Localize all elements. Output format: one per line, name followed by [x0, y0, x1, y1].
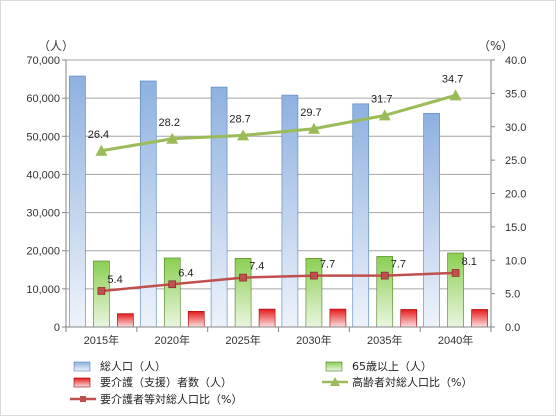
y-left-tick-label: 10,000 — [26, 284, 60, 296]
line-point — [97, 287, 106, 295]
y-right-unit: （%） — [478, 39, 513, 53]
legend-label: 高齢者対総人口比（%） — [352, 375, 472, 389]
series-line — [101, 271, 456, 293]
bar — [400, 309, 418, 328]
x-tick-label: 2040年 — [438, 333, 473, 347]
data-label: 7.4 — [249, 261, 264, 273]
bar — [69, 75, 86, 328]
line-point — [168, 280, 177, 289]
y-right-tick-label: 5.0 — [505, 289, 520, 301]
x-tick-label: 2035年 — [367, 333, 402, 347]
x-tick-label: 2020年 — [155, 333, 190, 347]
data-label: 28.7 — [229, 113, 250, 125]
data-label: 26.4 — [88, 129, 109, 141]
legend-marker — [330, 377, 340, 386]
y-left-tick-label: 50,000 — [26, 131, 60, 143]
line-point — [95, 144, 108, 156]
bar — [423, 113, 440, 328]
data-labels: 26.4 28.2 28.7 29.7 31.7 34.7 5.4 6.4 7.4 7.7 7.7 8… — [88, 73, 477, 286]
data-label: 34.7 — [442, 73, 463, 85]
line-point — [307, 122, 320, 134]
legend-label: 要介護（支援）者数（人） — [100, 375, 232, 389]
line-point — [166, 132, 179, 144]
legend-swatch — [73, 361, 91, 372]
legend-label: 要介護者等対総人口比（%） — [100, 392, 242, 406]
y-right-tick-label: 0.0 — [505, 322, 520, 334]
data-label: 5.4 — [107, 274, 122, 286]
y-right-tick-label: 10.0 — [505, 255, 526, 267]
legend-swatch — [73, 377, 91, 388]
y-right-tick-label: 20.0 — [505, 189, 526, 201]
y-right-tick-label: 25.0 — [505, 155, 526, 167]
x-tick-label: 2025年 — [225, 333, 260, 347]
x-tick-label: 2015年 — [84, 333, 119, 347]
bar — [258, 308, 276, 328]
bar — [352, 103, 370, 328]
bar — [329, 308, 347, 328]
y-right-tick-label: 15.0 — [505, 222, 526, 234]
legend-label: 総人口（人） — [100, 359, 166, 373]
line-point — [380, 271, 389, 280]
lines — [95, 89, 462, 295]
y-left-unit: （人） — [38, 39, 74, 53]
legend-swatch — [325, 361, 343, 372]
bar — [117, 313, 134, 328]
y-left-tick-label: 20,000 — [26, 246, 60, 258]
data-label: 6.4 — [178, 267, 193, 279]
legend-marker — [80, 396, 86, 402]
y-left-tick-label: 40,000 — [26, 169, 60, 181]
y-left-tick-label: 30,000 — [26, 208, 60, 220]
bar — [210, 86, 228, 328]
legend: 総人口（人） 65歳以上（人） 要介護（支援）者数（人） 高齢者対総人口比（%） 要介護… — [70, 359, 472, 406]
bar — [187, 311, 205, 328]
y-left-tick-label: 70,000 — [26, 55, 60, 67]
line-point — [239, 273, 247, 282]
data-label: 29.7 — [300, 107, 321, 119]
y-left-tick-label: 60,000 — [26, 93, 60, 105]
line-point — [451, 269, 460, 277]
line-point — [378, 109, 391, 121]
bar — [139, 80, 157, 328]
line-point — [237, 129, 250, 141]
data-label: 7.7 — [320, 259, 335, 271]
legend-label: 65歳以上（人） — [352, 360, 432, 373]
series-line — [101, 93, 456, 153]
data-label: 8.1 — [462, 256, 477, 268]
data-label: 28.2 — [159, 117, 180, 129]
bar — [471, 309, 488, 328]
y-left-tick-label: 0 — [54, 322, 60, 334]
y-right-tick-label: 35.0 — [505, 88, 526, 100]
y-right-tick-label: 40.0 — [505, 55, 526, 67]
line-point — [310, 271, 318, 280]
data-label: 31.7 — [371, 93, 392, 105]
y-right-tick-label: 30.0 — [505, 122, 526, 134]
line-point — [449, 89, 462, 101]
data-label: 7.7 — [391, 259, 406, 271]
x-tick-label: 2030年 — [296, 333, 331, 347]
axes: 0 10,000 20,000 30,000 40,000 50,000 60,000 70,… — [26, 55, 526, 347]
